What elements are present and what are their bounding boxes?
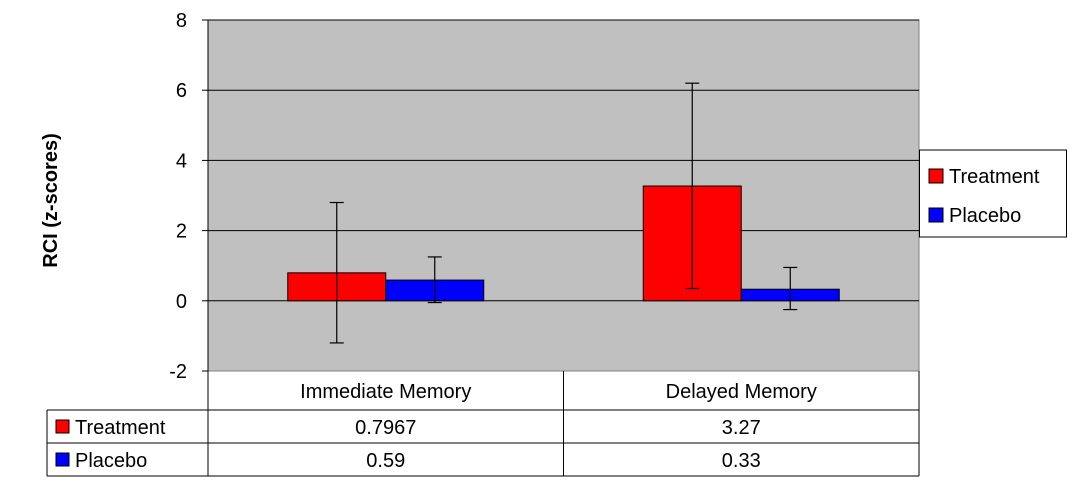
y-tick-label: 0 <box>176 291 187 313</box>
table-cell: 3.27 <box>722 417 761 439</box>
table-series-name: Placebo <box>75 450 147 472</box>
y-tick-label: 8 <box>176 10 187 32</box>
category-label: Immediate Memory <box>300 381 471 403</box>
legend-box <box>919 149 1067 238</box>
y-tick-label: 4 <box>176 150 187 172</box>
y-tick-label: 6 <box>176 80 187 102</box>
table-cell: 0.59 <box>366 450 405 472</box>
y-axis-label: RCI (z-scores) <box>40 133 62 267</box>
table-series-key <box>55 452 70 467</box>
legend-key-placebo <box>928 207 944 223</box>
table-cell: 0.7967 <box>355 417 416 439</box>
table-cell: 0.33 <box>722 450 761 472</box>
y-tick-label: 2 <box>176 221 187 243</box>
legend-label: Placebo <box>949 205 1021 227</box>
table-series-name: Treatment <box>75 417 166 439</box>
table-series-key <box>55 419 70 434</box>
category-label: Delayed Memory <box>666 381 817 403</box>
legend-key-treatment <box>928 168 944 184</box>
legend-label: Treatment <box>949 166 1040 188</box>
plot-area <box>207 19 920 372</box>
y-tick-label: -2 <box>169 361 187 383</box>
